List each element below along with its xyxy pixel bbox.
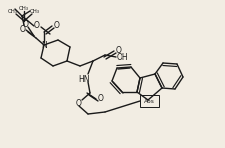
Text: O: O xyxy=(54,21,60,29)
Text: O: O xyxy=(76,99,82,107)
Text: HN: HN xyxy=(78,74,90,83)
Text: CH₃: CH₃ xyxy=(30,8,40,13)
Text: CH₃: CH₃ xyxy=(8,8,18,13)
Text: O: O xyxy=(20,25,26,33)
Text: N: N xyxy=(41,41,47,49)
Text: O: O xyxy=(98,94,104,103)
Text: CH₃: CH₃ xyxy=(19,5,29,11)
Text: OH: OH xyxy=(116,53,128,62)
FancyBboxPatch shape xyxy=(140,95,158,107)
Text: O: O xyxy=(34,21,40,29)
Text: O: O xyxy=(23,20,29,29)
Text: O: O xyxy=(116,45,122,54)
Text: Abs: Abs xyxy=(144,99,154,103)
